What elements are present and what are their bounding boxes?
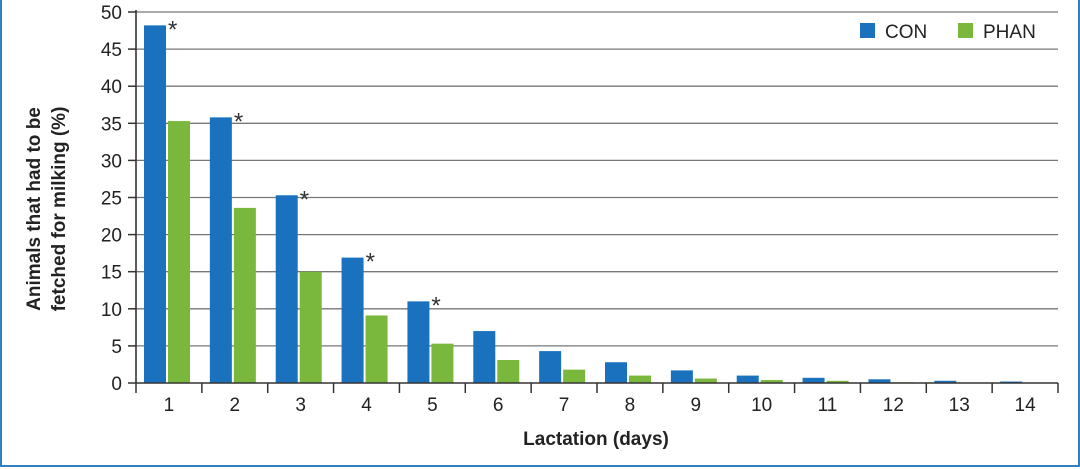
bars — [144, 25, 1023, 384]
x-axis: 1 2 3 4 5 6 7 8 9 10 11 12 13 14 — [135, 382, 1059, 416]
bar-phan — [694, 378, 717, 383]
bar-con — [407, 301, 430, 383]
x-tick-label: 12 — [883, 395, 904, 416]
bar-phan — [299, 271, 322, 383]
y-tick-label: 50 — [101, 3, 122, 24]
bar-phan — [168, 121, 190, 383]
bar-con — [473, 331, 496, 383]
legend-label-con: CON — [885, 22, 927, 43]
x-tick-label: 13 — [949, 395, 970, 416]
bar-con — [736, 375, 759, 383]
x-tick-label: 1 — [164, 395, 175, 416]
bar-con — [275, 195, 298, 383]
significance-star: * — [234, 108, 243, 135]
x-tick-label: 8 — [625, 395, 636, 416]
bar-phan — [431, 343, 454, 383]
bar-con — [209, 117, 232, 383]
x-tick-label: 9 — [690, 395, 701, 416]
bar-con — [341, 257, 364, 383]
bar-phan — [760, 380, 783, 383]
bar-con — [934, 380, 957, 383]
bar-phan — [365, 315, 388, 383]
y-axis-title-line1: Animals that had to be — [24, 107, 45, 311]
y-tick-label: 35 — [101, 114, 122, 135]
bar-con — [802, 377, 825, 383]
x-tick-label: 2 — [229, 395, 240, 416]
bar-con — [144, 25, 166, 384]
bar-con — [868, 379, 891, 383]
y-tick-label: 10 — [101, 300, 122, 321]
y-tick-label: 15 — [101, 263, 122, 284]
bar-phan — [563, 369, 586, 383]
legend-swatch-con — [860, 23, 875, 38]
bar-con — [605, 362, 627, 383]
x-tick-label: 10 — [751, 395, 772, 416]
x-axis-title: Lactation (days) — [523, 429, 669, 450]
significance-star: * — [366, 249, 375, 276]
significance-markers: * * * * * — [168, 16, 441, 319]
legend: CON PHAN — [860, 22, 1036, 43]
y-tick-label: 45 — [101, 40, 122, 61]
legend-swatch-phan — [958, 23, 973, 38]
y-tick-label: 40 — [101, 77, 122, 98]
y-axis-ticks: 0 5 10 15 20 25 30 35 40 45 50 — [101, 3, 137, 395]
x-tick-label: 7 — [559, 395, 570, 416]
x-tick-label: 14 — [1015, 395, 1037, 416]
bar-con — [670, 370, 693, 383]
gridlines — [136, 11, 1058, 347]
y-tick-label: 0 — [111, 374, 122, 395]
y-tick-label: 20 — [101, 226, 122, 247]
x-tick-label: 6 — [493, 395, 504, 416]
significance-star: * — [431, 292, 440, 319]
y-tick-label: 25 — [101, 189, 122, 210]
bar-phan — [629, 375, 651, 383]
bar-con — [539, 351, 562, 383]
bar-phan — [497, 359, 520, 383]
x-tick-label: 4 — [361, 395, 372, 416]
x-tick-label: 3 — [295, 395, 306, 416]
x-tick-label: 5 — [427, 395, 438, 416]
y-axis-title-line2: fetched for milking (%) — [49, 107, 70, 312]
significance-star: * — [168, 16, 177, 43]
y-tick-label: 5 — [111, 337, 122, 358]
x-tick-label: 11 — [818, 395, 838, 416]
y-tick-label: 30 — [101, 151, 122, 172]
significance-star: * — [300, 186, 309, 213]
bar-phan — [826, 380, 849, 383]
bar-phan — [233, 207, 256, 383]
legend-label-phan: PHAN — [983, 22, 1036, 43]
